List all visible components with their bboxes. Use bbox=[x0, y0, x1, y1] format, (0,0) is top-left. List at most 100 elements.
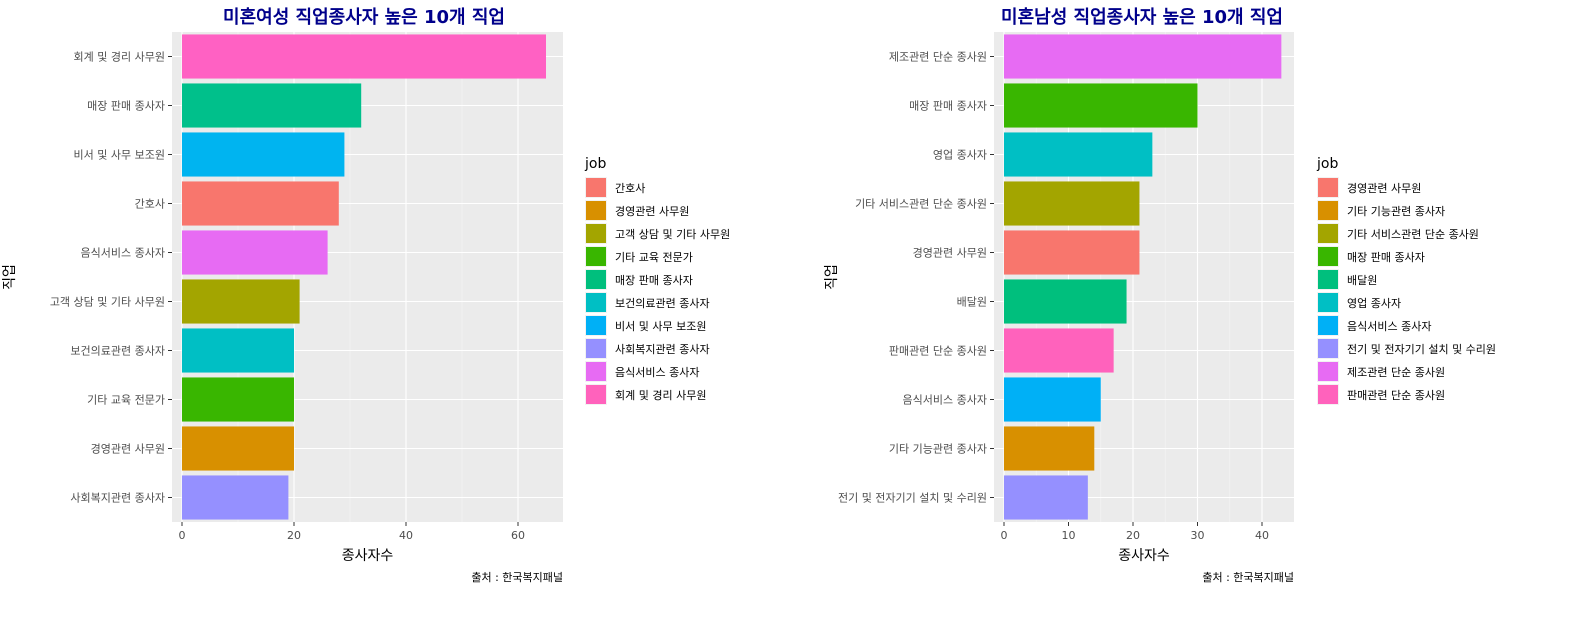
legend-label: 경영관련 사무원 bbox=[615, 205, 689, 218]
legend-swatch bbox=[1318, 316, 1338, 335]
x-tick-label: 60 bbox=[511, 529, 525, 542]
legend-swatch bbox=[1318, 270, 1338, 289]
y-tick-label: 보건의료관련 종사자 bbox=[70, 345, 165, 358]
legend-title: job bbox=[584, 156, 606, 172]
x-tick-label: 0 bbox=[1001, 529, 1008, 542]
bar bbox=[1004, 83, 1198, 128]
y-tick-label: 제조관련 단순 종사원 bbox=[889, 51, 987, 64]
y-axis-label: 직업 bbox=[2, 264, 18, 290]
bar bbox=[1004, 279, 1127, 324]
legend-label: 경영관련 사무원 bbox=[1347, 182, 1421, 195]
legend-label: 전기 및 전자기기 설치 및 수리원 bbox=[1347, 343, 1496, 356]
legend-label: 기타 교육 전문가 bbox=[615, 251, 693, 264]
legend-swatch bbox=[586, 362, 606, 381]
bar bbox=[1004, 181, 1140, 226]
x-tick-label: 40 bbox=[1255, 529, 1269, 542]
legend-swatch bbox=[586, 224, 606, 243]
y-tick-label: 사회복지관련 종사자 bbox=[70, 492, 165, 505]
y-tick-label: 배달원 bbox=[957, 296, 987, 309]
legend-swatch bbox=[586, 247, 606, 266]
legend-swatch bbox=[586, 201, 606, 220]
bar bbox=[182, 475, 289, 520]
legend-label: 음식서비스 종사자 bbox=[1347, 320, 1431, 333]
legend-label: 매장 판매 종사자 bbox=[615, 274, 693, 287]
legend-label: 사회복지관련 종사자 bbox=[615, 343, 710, 356]
y-tick-label: 전기 및 전자기기 설치 및 수리원 bbox=[838, 492, 987, 505]
y-tick-label: 판매관련 단순 종사원 bbox=[889, 345, 987, 358]
y-tick-label: 영업 종사자 bbox=[933, 149, 987, 162]
bar bbox=[1004, 132, 1153, 177]
y-tick-label: 매장 판매 종사자 bbox=[87, 100, 165, 113]
y-tick-label: 비서 및 사무 보조원 bbox=[74, 149, 165, 162]
bar bbox=[182, 377, 294, 422]
x-axis-label: 종사자수 bbox=[342, 548, 394, 564]
y-tick-label: 음식서비스 종사자 bbox=[81, 247, 165, 260]
legend-swatch bbox=[586, 385, 606, 404]
y-tick-label: 음식서비스 종사자 bbox=[903, 394, 987, 407]
legend-label: 매장 판매 종사자 bbox=[1347, 251, 1425, 264]
y-tick-label: 매장 판매 종사자 bbox=[909, 100, 987, 113]
legend-label: 기타 기능관련 종사자 bbox=[1347, 205, 1445, 218]
bar bbox=[1004, 377, 1101, 422]
legend-swatch bbox=[586, 339, 606, 358]
legend-swatch bbox=[1318, 247, 1338, 266]
bar bbox=[182, 181, 339, 226]
bar bbox=[182, 230, 328, 275]
legend-label: 간호사 bbox=[615, 182, 645, 195]
x-axis-label: 종사자수 bbox=[1118, 548, 1170, 564]
y-tick-label: 회계 및 경리 사무원 bbox=[74, 51, 165, 64]
legend-label: 음식서비스 종사자 bbox=[615, 366, 699, 379]
legend-swatch bbox=[586, 316, 606, 335]
bar bbox=[182, 132, 345, 177]
x-tick-label: 0 bbox=[179, 529, 186, 542]
y-tick-label: 기타 서비스관련 단순 종사원 bbox=[855, 198, 987, 211]
bar bbox=[1004, 475, 1088, 520]
legend-label: 기타 서비스관련 단순 종사원 bbox=[1347, 228, 1479, 241]
legend-swatch bbox=[1318, 385, 1338, 404]
x-tick-label: 10 bbox=[1062, 529, 1076, 542]
x-tick-label: 40 bbox=[399, 529, 413, 542]
caption: 출처 : 한국복지패널 bbox=[1202, 571, 1294, 584]
y-tick-label: 경영관련 사무원 bbox=[913, 247, 987, 260]
bar bbox=[182, 83, 362, 128]
legend-swatch bbox=[586, 270, 606, 289]
legend-label: 영업 종사자 bbox=[1347, 297, 1401, 310]
bar bbox=[182, 34, 546, 79]
chart-title: 미혼여성 직업종사자 높은 10개 직업 bbox=[223, 6, 505, 28]
bar bbox=[1004, 34, 1282, 79]
legend-title: job bbox=[1316, 156, 1338, 172]
y-tick-label: 기타 기능관련 종사자 bbox=[889, 443, 987, 456]
caption: 출처 : 한국복지패널 bbox=[471, 571, 563, 584]
legend-swatch bbox=[1318, 293, 1338, 312]
legend-swatch bbox=[1318, 201, 1338, 220]
legend-label: 제조관련 단순 종사원 bbox=[1347, 366, 1445, 379]
bar bbox=[1004, 426, 1095, 471]
y-tick-label: 고객 상담 및 기타 사무원 bbox=[50, 296, 165, 309]
bar bbox=[1004, 328, 1114, 373]
y-tick-label: 기타 교육 전문가 bbox=[87, 394, 165, 407]
legend-swatch bbox=[1318, 362, 1338, 381]
y-axis-label: 직업 bbox=[824, 264, 840, 290]
bar bbox=[182, 279, 300, 324]
legend-swatch bbox=[586, 293, 606, 312]
bar bbox=[182, 328, 294, 373]
legend-label: 판매관련 단순 종사원 bbox=[1347, 389, 1445, 402]
legend-swatch bbox=[1318, 178, 1338, 197]
bar bbox=[182, 426, 294, 471]
bar bbox=[1004, 230, 1140, 275]
legend-swatch bbox=[1318, 224, 1338, 243]
legend-label: 고객 상담 및 기타 사무원 bbox=[615, 228, 730, 241]
legend-label: 보건의료관련 종사자 bbox=[615, 297, 710, 310]
legend-label: 회계 및 경리 사무원 bbox=[615, 389, 706, 402]
x-tick-label: 30 bbox=[1191, 529, 1205, 542]
y-tick-label: 경영관련 사무원 bbox=[91, 443, 165, 456]
legend-label: 배달원 bbox=[1347, 274, 1377, 287]
legend-swatch bbox=[1318, 339, 1338, 358]
chart-title: 미혼남성 직업종사자 높은 10개 직업 bbox=[1001, 6, 1283, 28]
